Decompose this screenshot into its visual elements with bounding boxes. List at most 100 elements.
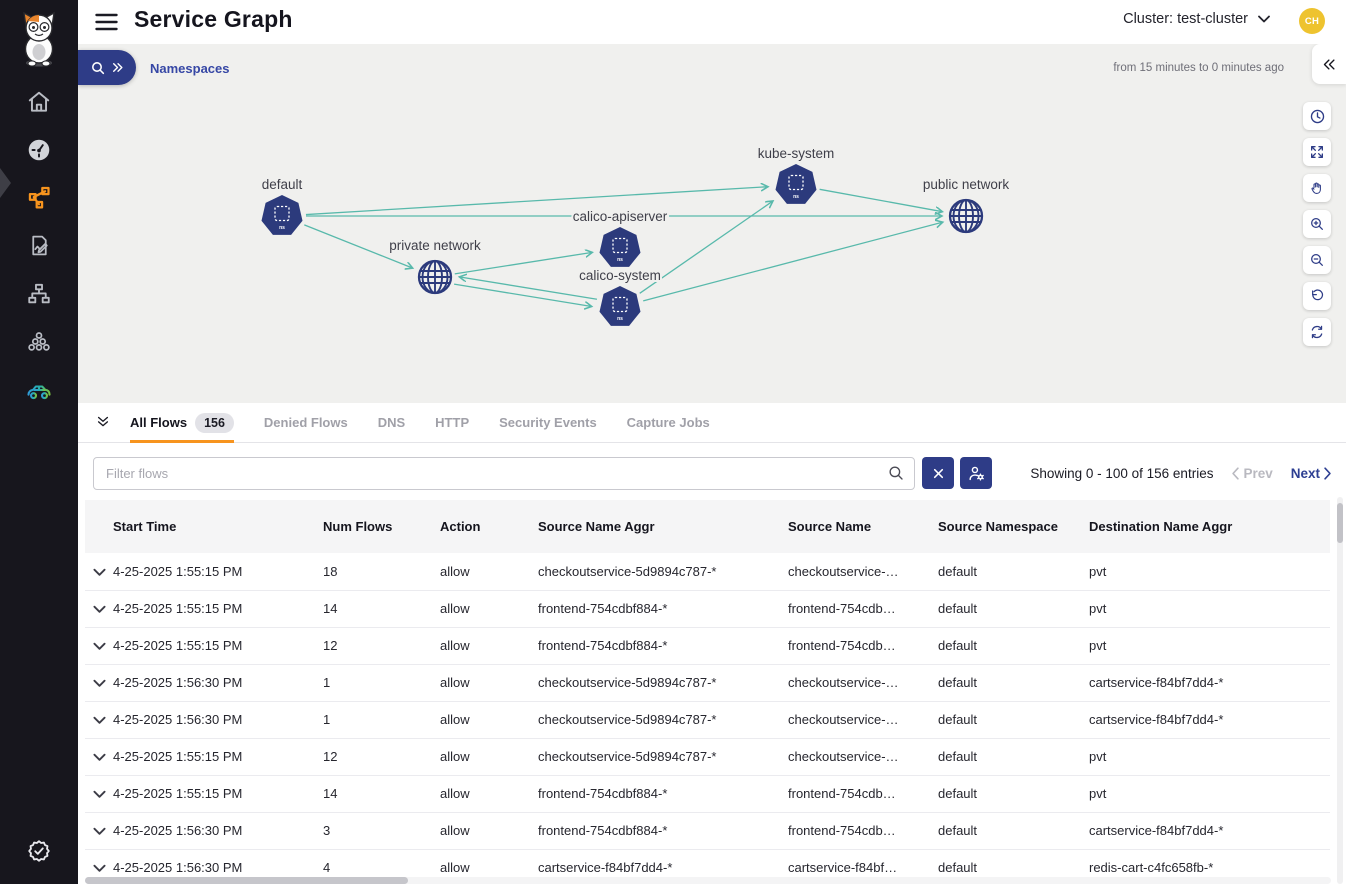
graph-node-calico-apiserver[interactable]: ns calico-apiserver: [571, 207, 670, 267]
row-expand-chevron-icon[interactable]: [92, 827, 106, 836]
collapse-panel-icon[interactable]: [95, 415, 111, 430]
service-graph-canvas[interactable]: ns default private network ns calico-apiserv…: [78, 44, 1346, 403]
refresh-button[interactable]: [1303, 318, 1331, 346]
horizontal-scrollbar-thumb[interactable]: [85, 877, 408, 884]
sidebar-item-components[interactable]: [24, 328, 54, 355]
col-source-namespace[interactable]: Source Namespace: [938, 500, 1089, 553]
fit-to-screen-button[interactable]: [1303, 138, 1331, 166]
dashboard-gauge-icon: [28, 139, 50, 160]
cell-action: allow: [440, 738, 538, 776]
zoom-in-button[interactable]: [1303, 210, 1331, 238]
pan-button[interactable]: [1303, 174, 1331, 202]
time-machine-button[interactable]: [1303, 102, 1331, 130]
cell-source-name-aggr: frontend-754cdbf884-*: [538, 590, 788, 628]
tab-dns[interactable]: DNS: [377, 415, 406, 430]
zoom-out-icon: [1311, 254, 1323, 266]
zoom-out-button[interactable]: [1303, 246, 1331, 274]
clear-filter-button[interactable]: [922, 457, 954, 489]
tab-capture-jobs[interactable]: Capture Jobs: [626, 415, 710, 430]
row-expand-chevron-icon[interactable]: [92, 605, 106, 614]
graph-node-label: private network: [389, 238, 481, 253]
sidebar-item-compliance[interactable]: [0, 838, 78, 864]
undo-icon: [1312, 289, 1324, 301]
cell-source-name-aggr: checkoutservice-5d9894c787-*: [538, 664, 788, 702]
row-expand-chevron-icon[interactable]: [92, 716, 106, 725]
sidebar-item-reports[interactable]: [24, 232, 54, 259]
sidebar-item-network-topology[interactable]: [24, 280, 54, 307]
sidebar-item-dashboard[interactable]: [24, 136, 54, 163]
graph-search-pill[interactable]: [78, 50, 136, 85]
graph-edge-kube-system-to-public-network: [819, 188, 943, 211]
col-action[interactable]: Action: [440, 500, 538, 553]
row-expand-chevron-icon[interactable]: [92, 642, 106, 651]
col-start-time[interactable]: Start Time: [113, 500, 323, 553]
col-source-name[interactable]: Source Name: [788, 500, 938, 553]
row-expand-chevron-icon[interactable]: [92, 864, 106, 873]
zoom-in-icon: [1311, 218, 1323, 230]
cell-source-namespace: default: [938, 775, 1089, 813]
cell-source-name: checkoutservice-…: [788, 664, 938, 702]
cell-source-namespace: default: [938, 738, 1089, 776]
cell-dest-name-aggr: pvt: [1089, 590, 1330, 628]
cell-action: allow: [440, 664, 538, 702]
tab-denied-flows[interactable]: Denied Flows: [263, 415, 348, 430]
cell-num-flows: 14: [323, 775, 440, 813]
col-source-name-aggr[interactable]: Source Name Aggr: [538, 500, 788, 553]
graph-node-calico-system[interactable]: ns calico-system: [577, 266, 663, 326]
top-header: Service Graph Cluster: test-cluster CH: [78, 0, 1346, 44]
table-row: 4-25-2025 1:55:15 PM 18 allow checkoutservi…: [85, 553, 1330, 591]
cell-start-time: 4-25-2025 1:55:15 PM: [113, 775, 323, 813]
cluster-selector[interactable]: Cluster: test-cluster: [1123, 11, 1270, 27]
row-expand-chevron-icon[interactable]: [92, 568, 106, 577]
cell-source-name-aggr: frontend-754cdbf884-*: [538, 627, 788, 665]
graph-node-private-network[interactable]: private network: [387, 236, 483, 295]
search-icon: [92, 61, 105, 74]
table-header-row: Start Time Num Flows Action Source Name …: [85, 500, 1330, 553]
breadcrumb[interactable]: Namespaces: [150, 61, 230, 76]
cell-source-namespace: default: [938, 701, 1089, 739]
cell-source-name: checkoutservice-…: [788, 553, 938, 591]
cell-num-flows: 1: [323, 701, 440, 739]
row-expand-chevron-icon[interactable]: [92, 679, 106, 688]
row-expand-chevron-icon[interactable]: [92, 753, 106, 762]
svg-text:ns: ns: [793, 194, 799, 200]
graph-svg: ns default private network ns calico-apiserv…: [260, 144, 1011, 326]
col-dest-name-aggr[interactable]: Destination Name Aggr: [1089, 500, 1330, 553]
home-icon: [28, 91, 50, 112]
tab-http[interactable]: HTTP: [435, 415, 470, 430]
hamburger-menu-icon[interactable]: [95, 11, 118, 33]
svg-text:ns: ns: [279, 225, 285, 231]
graph-node-kube-system[interactable]: ns kube-system: [756, 144, 836, 204]
cell-source-namespace: default: [938, 590, 1089, 628]
graph-toolbar: [1303, 102, 1331, 346]
filter-flows-input[interactable]: [93, 457, 915, 490]
hand-icon: [1311, 182, 1321, 194]
sidebar-item-automobile[interactable]: [24, 376, 54, 403]
collapse-right-panel-button[interactable]: [1312, 44, 1346, 84]
prev-page-button[interactable]: Prev: [1231, 466, 1273, 481]
svg-text:ns: ns: [617, 257, 623, 263]
graph-node-label: calico-system: [579, 268, 661, 283]
row-expand-chevron-icon[interactable]: [92, 790, 106, 799]
filter-row: Showing 0 - 100 of 156 entries Prev Next: [78, 444, 1346, 500]
graph-node-public-network[interactable]: public network: [921, 175, 1011, 234]
col-num-flows[interactable]: Num Flows: [323, 500, 440, 553]
service-graph-icon: [28, 186, 50, 209]
table-row: 4-25-2025 1:55:15 PM 14 allow frontend-754c…: [85, 775, 1330, 813]
cell-source-namespace: default: [938, 664, 1089, 702]
tab-security-events[interactable]: Security Events: [499, 415, 597, 430]
cell-source-name-aggr: checkoutservice-5d9894c787-*: [538, 738, 788, 776]
cell-start-time: 4-25-2025 1:56:30 PM: [113, 812, 323, 850]
column-settings-button[interactable]: [960, 457, 992, 489]
tab-all-flows[interactable]: All Flows 156: [130, 403, 234, 443]
vertical-scrollbar-thumb[interactable]: [1337, 503, 1343, 543]
undo-button[interactable]: [1303, 282, 1331, 310]
user-avatar[interactable]: CH: [1299, 8, 1325, 34]
graph-node-default[interactable]: ns default: [260, 175, 305, 235]
sidebar-item-home[interactable]: [24, 88, 54, 115]
next-page-button[interactable]: Next: [1291, 466, 1332, 481]
cell-num-flows: 12: [323, 627, 440, 665]
graph-edge-private-network-to-calico-apiserver: [454, 252, 593, 275]
calico-cat-logo[interactable]: [11, 8, 67, 70]
sidebar-item-service-graph[interactable]: [24, 184, 54, 211]
